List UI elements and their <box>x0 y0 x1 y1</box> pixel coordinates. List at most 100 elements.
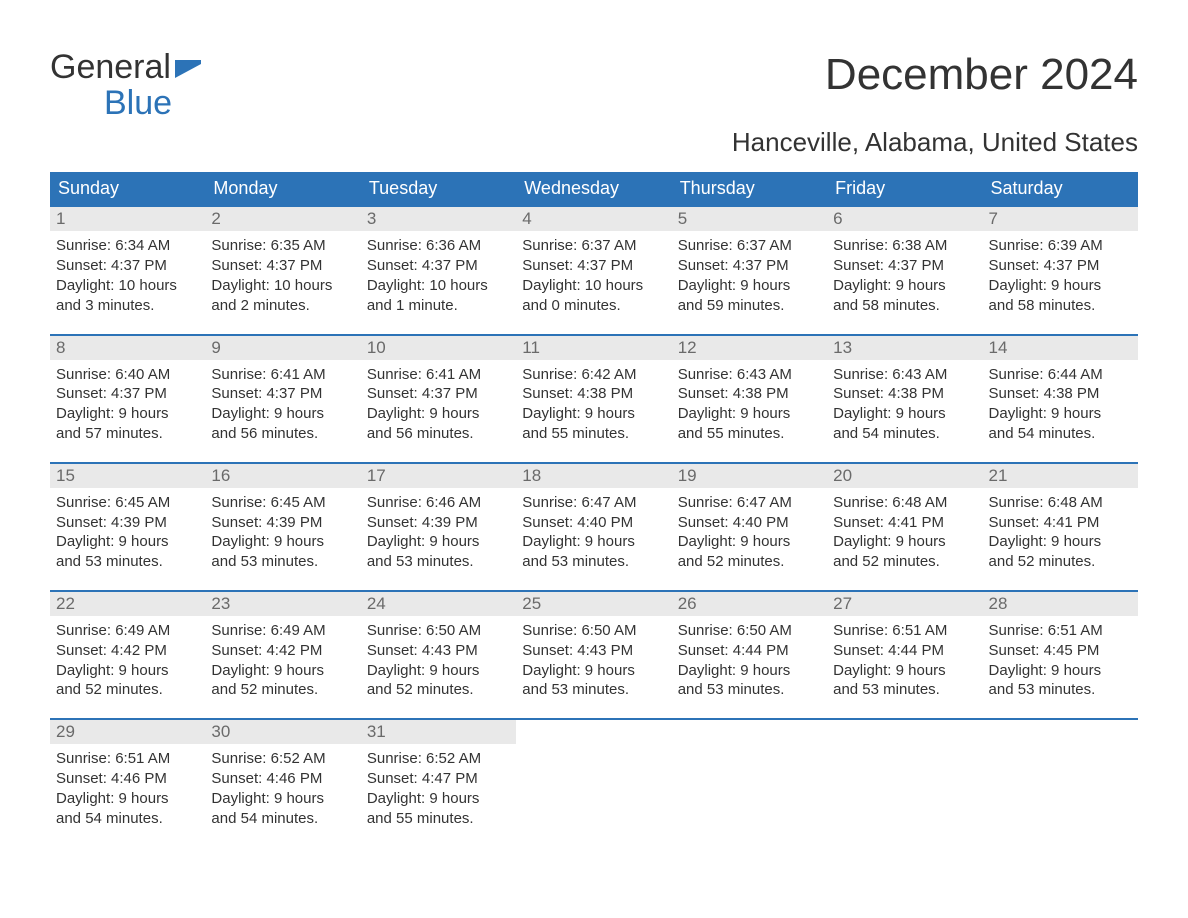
day-cell: 23Sunrise: 6:49 AMSunset: 4:42 PMDayligh… <box>205 592 360 704</box>
page-subtitle: Hanceville, Alabama, United States <box>50 127 1138 158</box>
day-body: Sunrise: 6:40 AMSunset: 4:37 PMDaylight:… <box>50 360 205 448</box>
day-sunset: Sunset: 4:38 PM <box>989 384 1132 404</box>
day-dl1: Daylight: 9 hours <box>522 532 665 552</box>
day-cell: 7Sunrise: 6:39 AMSunset: 4:37 PMDaylight… <box>983 207 1138 319</box>
day-sunrise: Sunrise: 6:48 AM <box>989 493 1132 513</box>
day-dl1: Daylight: 9 hours <box>833 276 976 296</box>
weekday-wednesday: Wednesday <box>516 172 671 205</box>
logo: General Blue <box>50 50 201 121</box>
day-dl2: and 53 minutes. <box>56 552 199 572</box>
day-dl2: and 1 minute. <box>367 296 510 316</box>
day-body: Sunrise: 6:49 AMSunset: 4:42 PMDaylight:… <box>205 616 360 704</box>
day-cell: 2Sunrise: 6:35 AMSunset: 4:37 PMDaylight… <box>205 207 360 319</box>
day-sunrise: Sunrise: 6:49 AM <box>56 621 199 641</box>
day-body: Sunrise: 6:43 AMSunset: 4:38 PMDaylight:… <box>672 360 827 448</box>
weekday-thursday: Thursday <box>672 172 827 205</box>
day-body: Sunrise: 6:52 AMSunset: 4:47 PMDaylight:… <box>361 744 516 832</box>
day-cell: 20Sunrise: 6:48 AMSunset: 4:41 PMDayligh… <box>827 464 982 576</box>
day-number: 13 <box>827 336 982 360</box>
day-dl1: Daylight: 9 hours <box>678 532 821 552</box>
day-body: Sunrise: 6:51 AMSunset: 4:45 PMDaylight:… <box>983 616 1138 704</box>
day-body: Sunrise: 6:43 AMSunset: 4:38 PMDaylight:… <box>827 360 982 448</box>
weeks-container: 1Sunrise: 6:34 AMSunset: 4:37 PMDaylight… <box>50 205 1138 832</box>
day-body: Sunrise: 6:42 AMSunset: 4:38 PMDaylight:… <box>516 360 671 448</box>
day-cell: 31Sunrise: 6:52 AMSunset: 4:47 PMDayligh… <box>361 720 516 832</box>
day-dl2: and 52 minutes. <box>56 680 199 700</box>
day-sunset: Sunset: 4:40 PM <box>522 513 665 533</box>
day-cell: 9Sunrise: 6:41 AMSunset: 4:37 PMDaylight… <box>205 336 360 448</box>
day-dl1: Daylight: 10 hours <box>522 276 665 296</box>
day-sunset: Sunset: 4:37 PM <box>678 256 821 276</box>
day-dl1: Daylight: 9 hours <box>211 661 354 681</box>
day-dl2: and 55 minutes. <box>367 809 510 829</box>
weekday-header-row: Sunday Monday Tuesday Wednesday Thursday… <box>50 172 1138 205</box>
day-cell: 11Sunrise: 6:42 AMSunset: 4:38 PMDayligh… <box>516 336 671 448</box>
day-sunrise: Sunrise: 6:52 AM <box>367 749 510 769</box>
day-dl2: and 3 minutes. <box>56 296 199 316</box>
day-number: 24 <box>361 592 516 616</box>
day-dl2: and 53 minutes. <box>678 680 821 700</box>
day-dl1: Daylight: 9 hours <box>522 661 665 681</box>
header: General Blue December 2024 <box>50 50 1138 121</box>
day-dl1: Daylight: 9 hours <box>989 276 1132 296</box>
day-sunrise: Sunrise: 6:34 AM <box>56 236 199 256</box>
day-sunset: Sunset: 4:44 PM <box>678 641 821 661</box>
day-sunrise: Sunrise: 6:50 AM <box>522 621 665 641</box>
day-body: Sunrise: 6:36 AMSunset: 4:37 PMDaylight:… <box>361 231 516 319</box>
day-cell: 3Sunrise: 6:36 AMSunset: 4:37 PMDaylight… <box>361 207 516 319</box>
day-cell <box>516 720 671 832</box>
day-sunrise: Sunrise: 6:46 AM <box>367 493 510 513</box>
day-sunrise: Sunrise: 6:35 AM <box>211 236 354 256</box>
day-dl1: Daylight: 9 hours <box>56 532 199 552</box>
day-dl2: and 55 minutes. <box>678 424 821 444</box>
day-sunrise: Sunrise: 6:52 AM <box>211 749 354 769</box>
day-dl1: Daylight: 9 hours <box>989 404 1132 424</box>
day-sunrise: Sunrise: 6:39 AM <box>989 236 1132 256</box>
day-dl1: Daylight: 9 hours <box>833 404 976 424</box>
weekday-sunday: Sunday <box>50 172 205 205</box>
day-dl1: Daylight: 9 hours <box>989 661 1132 681</box>
day-dl2: and 54 minutes. <box>56 809 199 829</box>
day-number: 28 <box>983 592 1138 616</box>
day-dl1: Daylight: 10 hours <box>56 276 199 296</box>
day-dl1: Daylight: 9 hours <box>56 789 199 809</box>
day-number: 19 <box>672 464 827 488</box>
day-sunrise: Sunrise: 6:51 AM <box>56 749 199 769</box>
day-cell: 21Sunrise: 6:48 AMSunset: 4:41 PMDayligh… <box>983 464 1138 576</box>
day-body: Sunrise: 6:48 AMSunset: 4:41 PMDaylight:… <box>827 488 982 576</box>
day-cell: 5Sunrise: 6:37 AMSunset: 4:37 PMDaylight… <box>672 207 827 319</box>
day-sunset: Sunset: 4:37 PM <box>367 256 510 276</box>
day-sunrise: Sunrise: 6:47 AM <box>522 493 665 513</box>
day-sunset: Sunset: 4:37 PM <box>211 256 354 276</box>
page-title: December 2024 <box>825 50 1138 100</box>
day-number: 10 <box>361 336 516 360</box>
logo-line1: General <box>50 48 171 86</box>
day-body: Sunrise: 6:37 AMSunset: 4:37 PMDaylight:… <box>672 231 827 319</box>
day-sunrise: Sunrise: 6:51 AM <box>989 621 1132 641</box>
day-dl2: and 52 minutes. <box>678 552 821 572</box>
day-number: 9 <box>205 336 360 360</box>
day-dl2: and 54 minutes. <box>989 424 1132 444</box>
day-number: 7 <box>983 207 1138 231</box>
day-sunset: Sunset: 4:38 PM <box>678 384 821 404</box>
day-cell: 22Sunrise: 6:49 AMSunset: 4:42 PMDayligh… <box>50 592 205 704</box>
day-body: Sunrise: 6:50 AMSunset: 4:43 PMDaylight:… <box>361 616 516 704</box>
day-cell <box>672 720 827 832</box>
day-sunset: Sunset: 4:41 PM <box>833 513 976 533</box>
day-dl2: and 2 minutes. <box>211 296 354 316</box>
week-row: 1Sunrise: 6:34 AMSunset: 4:37 PMDaylight… <box>50 205 1138 319</box>
day-body: Sunrise: 6:41 AMSunset: 4:37 PMDaylight:… <box>205 360 360 448</box>
day-cell: 13Sunrise: 6:43 AMSunset: 4:38 PMDayligh… <box>827 336 982 448</box>
day-sunset: Sunset: 4:39 PM <box>56 513 199 533</box>
day-number: 3 <box>361 207 516 231</box>
day-cell: 1Sunrise: 6:34 AMSunset: 4:37 PMDaylight… <box>50 207 205 319</box>
day-sunrise: Sunrise: 6:45 AM <box>211 493 354 513</box>
day-body: Sunrise: 6:35 AMSunset: 4:37 PMDaylight:… <box>205 231 360 319</box>
day-number: 17 <box>361 464 516 488</box>
week-row: 29Sunrise: 6:51 AMSunset: 4:46 PMDayligh… <box>50 718 1138 832</box>
day-sunset: Sunset: 4:42 PM <box>211 641 354 661</box>
day-body: Sunrise: 6:51 AMSunset: 4:46 PMDaylight:… <box>50 744 205 832</box>
day-sunset: Sunset: 4:37 PM <box>211 384 354 404</box>
day-sunset: Sunset: 4:38 PM <box>833 384 976 404</box>
day-number: 11 <box>516 336 671 360</box>
